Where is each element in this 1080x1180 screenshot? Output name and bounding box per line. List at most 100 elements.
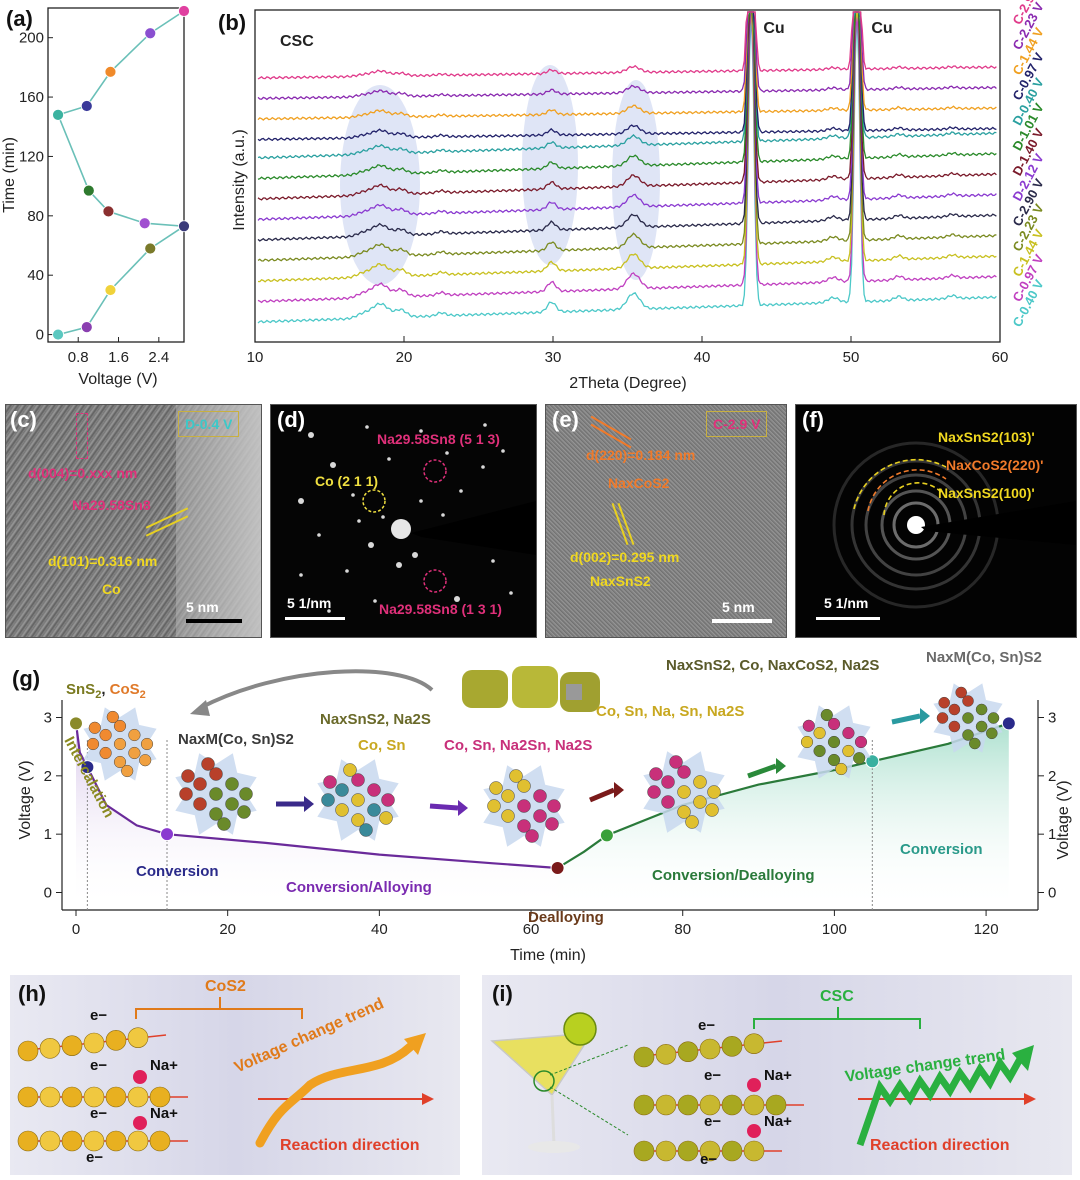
y-tick-label: 160 [19,89,44,106]
xrd-series [257,11,997,201]
voltage-tag-e: C-2.9 V [706,411,768,437]
scale-bar-e-label: 5 nm [722,599,755,615]
highlight-band [612,80,660,280]
y-tick-label: 2 [44,768,52,785]
data-point [102,205,115,218]
atom [517,779,531,793]
ion-label: Na+ [764,1067,792,1084]
atom [509,769,523,783]
atom [359,823,373,837]
y-tick-label: 0 [1048,885,1056,902]
atom [99,746,112,760]
atom [685,815,699,829]
cocktail-glass-icon [490,1012,629,1153]
species-2: NaxM(Co, Sn)S2 [178,731,294,748]
atom [813,726,826,740]
cycle-arrowhead [190,700,210,716]
ring-label-f3: NaxSnS2(100)' [938,485,1035,501]
atom [179,787,193,801]
data-point [144,27,157,40]
panel-label-b: (b) [218,10,247,35]
atom-ball [39,1038,61,1059]
particle-illustration [462,666,600,712]
data-point [104,284,117,296]
species-7: NaxM(Co, Sn)S2 [926,649,1042,666]
state-marker [550,861,565,875]
state-marker [599,828,614,843]
diffraction-spot [412,552,418,558]
discharge-area [76,723,558,910]
tem-image-c: (c) D-0.4 V d(004)=0.xxx nm Na29.58Sn8 d… [5,404,262,638]
step-arrow [589,787,615,803]
atom [113,719,127,733]
xrd-series [257,11,997,180]
electron-label: e− [90,1105,108,1122]
ring-label-f1: NaxSnS2(103)' [938,429,1035,445]
atom [707,785,721,799]
atom [88,721,101,734]
x-tick-label: 40 [371,921,388,938]
diffraction-spot [327,609,331,613]
atom [661,775,675,789]
atom [938,696,950,709]
atom-ball [105,1030,127,1051]
atom-ball [83,1130,105,1152]
atom [209,787,223,801]
atom [962,712,974,724]
atom [193,777,207,791]
data-point [80,321,93,334]
phase-e2: NaxSnS2 [590,573,651,589]
particle [512,666,558,708]
diffraction-spot [381,515,385,519]
atom [661,795,675,809]
step-arrowhead [304,796,314,812]
atom [533,789,547,803]
atom [239,787,253,801]
y-tick-label: 200 [19,30,44,47]
phase-c2: Co [102,581,121,597]
atom-ball [743,1140,765,1162]
ring-label-d3: Na29.58Sn8 (1 3 1) [379,601,502,617]
data-point [178,5,190,17]
panel-label-a: (a) [6,6,33,31]
x-tick-label: 60 [992,349,1009,366]
diffraction-spot [501,449,505,453]
cu-peak-label-1: Cu [763,20,784,37]
atom-ball [677,1041,699,1062]
atom [193,797,207,811]
atom-ball [721,1036,743,1057]
atom-ball [39,1086,61,1108]
chart-b-legend: C-0.40 VC-0.97 VC-1.44 VC-2.23 VC-2.90 V… [1009,0,1046,329]
ion-label: Na+ [150,1105,178,1122]
xrd-series [257,11,997,80]
diffraction-spot [317,533,321,537]
atom [975,720,988,733]
xrd-series [257,11,997,324]
panel-i: (i) CSC Voltage change trend Reaction di… [482,975,1072,1175]
xrd-series [257,11,997,283]
atom-ball [655,1094,677,1116]
panel-label-f: (f) [802,407,824,432]
g-ylabel-right: Voltage (V) [1055,780,1072,859]
atom [99,728,112,742]
ring-label-d2: Co (2 1 1) [315,473,379,489]
saed-image-f: (f) NaxSnS2(103)' NaxCoS2(220)' NaxSnS2(… [795,404,1077,638]
xrd-series [257,11,997,101]
stage-dealloying: Dealloying [528,909,604,926]
atom [677,765,691,779]
atom [547,799,561,813]
central-spot [907,516,925,534]
atom [533,809,547,823]
voltage-trend-i [856,1056,1024,1147]
chart-b-title: CSC [280,33,314,50]
central-spot [391,519,411,539]
ring-label-f2: NaxCoS2(220)' [946,457,1044,473]
atom [351,793,365,807]
scale-bar-c [186,619,242,623]
diffraction-spot [419,429,423,433]
x-tick-label: 0.8 [68,349,89,366]
diffraction-spot [345,569,349,573]
phase-e1: NaxCoS2 [608,475,670,491]
atom [351,813,365,827]
electron-label: e− [90,1057,108,1074]
